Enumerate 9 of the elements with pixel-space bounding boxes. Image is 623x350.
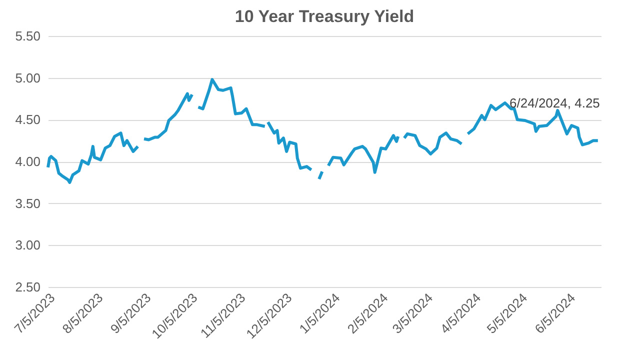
y-tick-label: 5.50 [15,28,40,44]
y-tick-label: 4.50 [15,112,40,128]
chart-title: 10 Year Treasury Yield [234,7,414,26]
y-tick-label: 5.00 [15,70,40,86]
y-tick-label: 2.50 [15,280,40,294]
y-tick-label: 3.00 [15,238,40,253]
y-tick-label: 4.00 [15,154,40,169]
y-tick-label: 3.50 [15,196,40,211]
annotation: 6/24/2024, 4.25 [510,96,600,111]
